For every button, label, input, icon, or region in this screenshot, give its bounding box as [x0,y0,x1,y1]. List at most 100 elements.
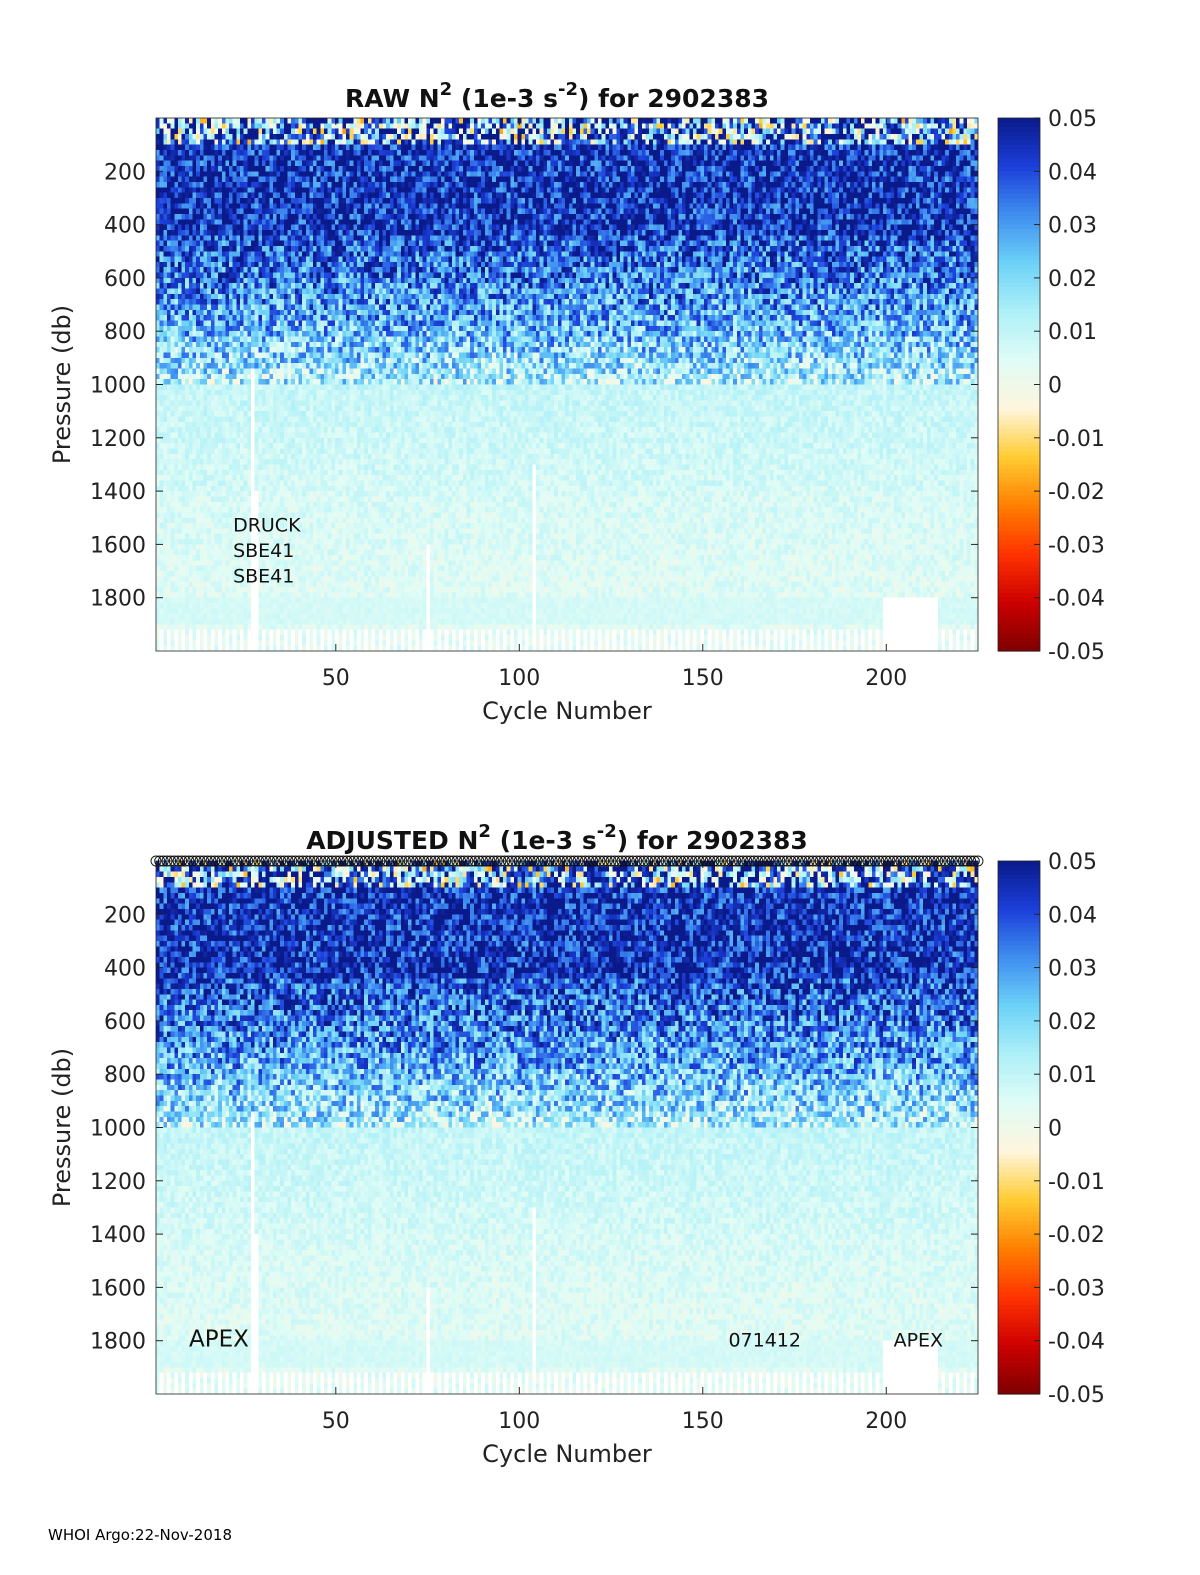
colorbar-segment [998,335,1040,341]
profile-marker [337,855,349,867]
colorbar-segment [998,189,1040,195]
profile-marker [209,855,221,867]
colorbar-segment [998,180,1040,186]
profile-marker [671,855,683,867]
colorbar-segment [998,980,1040,986]
footer-credit: WHOI Argo:22-Nov-2018 [48,1526,232,1544]
profile-marker [326,855,338,867]
colorbar-segment [998,1065,1040,1071]
profile-marker [844,855,856,867]
title-main: RAW N [345,84,440,113]
profile-marker [425,855,437,867]
profile-marker [150,855,162,867]
title-mid: (1e-3 s [452,84,558,113]
profile-marker [634,855,646,867]
profile-marker [601,855,613,867]
profile-marker [689,855,701,867]
colorbar-segment [998,411,1040,417]
profile-marker [800,855,811,867]
profile-marker [745,855,756,867]
profile-marker [822,855,833,867]
colorbar-segment [998,597,1040,603]
colorbar-segment [998,1358,1040,1364]
colorbar-segment [998,1136,1040,1142]
profile-marker [231,855,243,867]
profile-marker [275,855,287,867]
title-sup2: -2 [597,821,617,842]
colorbar-segment [998,1331,1040,1337]
annotation-label: APEX [894,1330,943,1352]
title-end: ) for 2902383 [578,84,769,113]
colorbar-segment [998,384,1040,390]
colorbar-segment [998,945,1040,951]
colorbar-segment [998,397,1040,403]
profile-marker [675,855,687,867]
colorbar-segment [998,1060,1040,1066]
colorbar-segment [998,473,1040,479]
colorbar-segment [998,1003,1040,1009]
colorbar-segment [998,304,1040,310]
profile-marker [227,855,239,867]
profile-marker [154,855,166,867]
profile-marker [902,855,914,867]
colorbar-segment [998,1238,1040,1244]
profile-marker [466,855,478,867]
x-tick-label: 50 [322,1409,350,1434]
profile-marker [869,855,881,867]
profile-marker [763,855,775,867]
colorbar-segment [998,202,1040,208]
colorbar-segment [998,531,1040,537]
colorbar-segment [998,1047,1040,1053]
profile-marker [730,855,742,867]
colorbar-segment [998,442,1040,448]
colorbar-segment [998,380,1040,386]
colorbar-segment [998,229,1040,235]
y-tick-label: 400 [104,957,146,982]
profile-marker [818,855,830,867]
colorbar-segment [998,1229,1040,1235]
colorbar-segment [998,433,1040,439]
colorbar-tick-label: 0.02 [1048,1010,1097,1035]
colorbar-segment [998,1189,1040,1195]
colorbar-segment [998,300,1040,306]
colorbar-segment [998,482,1040,488]
profile-marker [943,855,955,867]
chart-title: ADJUSTED N2 (1e-3 s-2) for 2902383 [306,821,808,855]
colorbar-segment [998,1185,1040,1191]
colorbar-segment [998,1074,1040,1080]
colorbar-segment [998,135,1040,141]
colorbar-segment [998,255,1040,261]
profile-marker [370,855,382,867]
colorbar-segment [998,1007,1040,1013]
colorbar-segment [998,348,1040,355]
adjusted-n2-panel: 200 400 600 800 1000 1200 1400 1600 1800 50 100 150… [48,821,1105,1468]
profile-marker [546,855,558,867]
colorbar-segment [998,251,1040,257]
colorbar-segment [998,415,1040,421]
profile-marker [928,855,940,867]
profile-marker [781,855,793,867]
colorbar-segment [998,153,1040,159]
profile-marker [271,855,283,867]
profile-marker [638,855,650,867]
colorbar-segment [998,1265,1040,1271]
profile-marker [330,855,342,867]
profile-marker [532,855,544,867]
colorbar-segment [998,140,1040,146]
profile-marker [352,855,364,867]
profile-marker [477,855,489,867]
colorbar-segment [998,1287,1040,1293]
colorbar-tick-label: 0.04 [1048,903,1097,928]
profile-marker [444,855,456,867]
colorbar-segment [998,162,1040,168]
colorbar-segment [998,994,1040,1000]
profile-marker [950,855,962,867]
profile-marker [631,855,643,867]
colorbar-segment [998,914,1040,920]
profile-markers [150,855,984,867]
colorbar-segment [998,477,1040,483]
colorbar-segment [998,1025,1040,1031]
colorbar-segment [998,513,1040,519]
profile-marker [734,855,745,867]
profile-marker [620,855,632,867]
